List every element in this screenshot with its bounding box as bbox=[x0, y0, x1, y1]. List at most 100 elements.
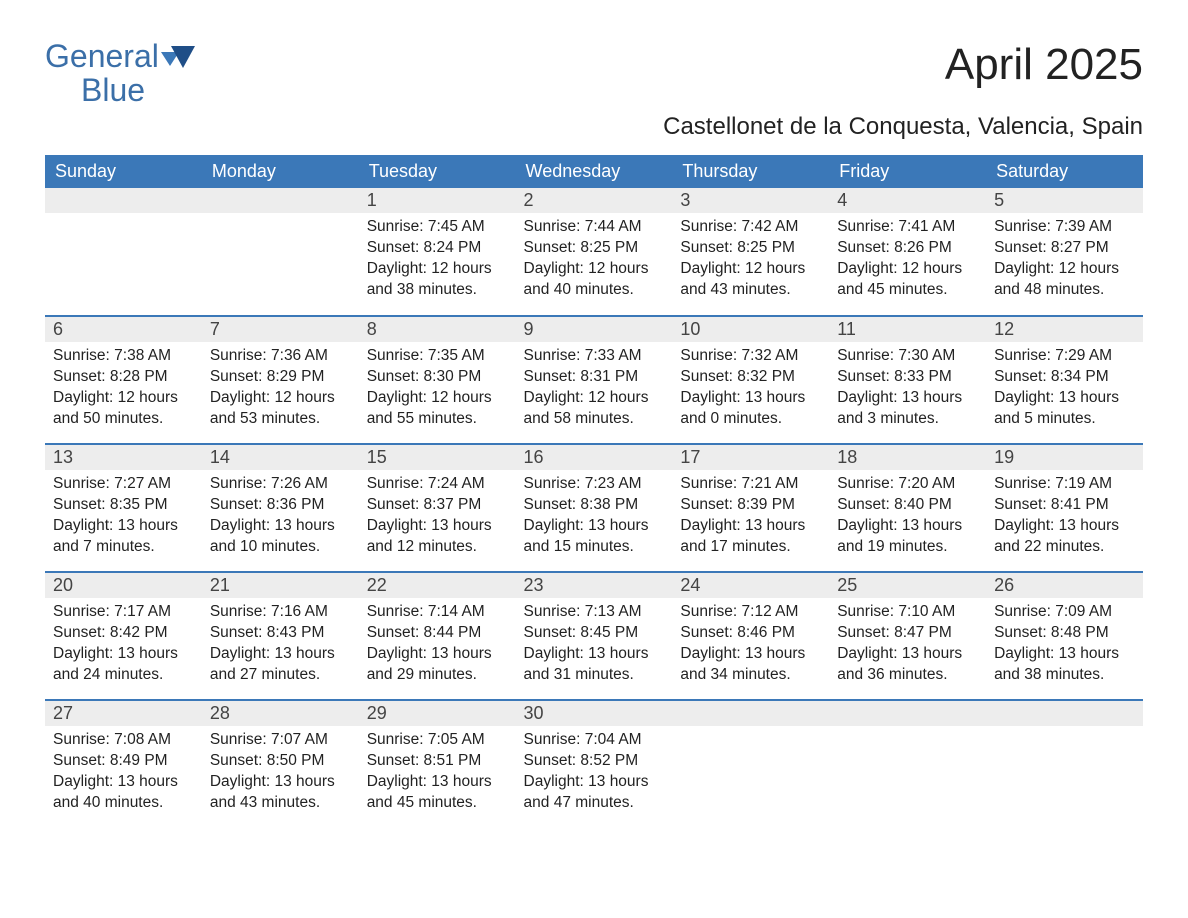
day-number: 6 bbox=[45, 317, 202, 342]
day-number bbox=[45, 188, 202, 213]
day-details: Sunrise: 7:41 AMSunset: 8:26 PMDaylight:… bbox=[829, 213, 986, 311]
calendar-cell: 26Sunrise: 7:09 AMSunset: 8:48 PMDayligh… bbox=[986, 572, 1143, 700]
weekday-header: Tuesday bbox=[359, 155, 516, 188]
day-number: 30 bbox=[516, 701, 673, 726]
day-number: 27 bbox=[45, 701, 202, 726]
day-details: Sunrise: 7:24 AMSunset: 8:37 PMDaylight:… bbox=[359, 470, 516, 568]
calendar-cell: 9Sunrise: 7:33 AMSunset: 8:31 PMDaylight… bbox=[516, 316, 673, 444]
day-details: Sunrise: 7:10 AMSunset: 8:47 PMDaylight:… bbox=[829, 598, 986, 696]
day-number: 9 bbox=[516, 317, 673, 342]
calendar-cell: 3Sunrise: 7:42 AMSunset: 8:25 PMDaylight… bbox=[672, 188, 829, 316]
calendar-cell: 15Sunrise: 7:24 AMSunset: 8:37 PMDayligh… bbox=[359, 444, 516, 572]
weekday-header-row: SundayMondayTuesdayWednesdayThursdayFrid… bbox=[45, 155, 1143, 188]
day-number: 17 bbox=[672, 445, 829, 470]
calendar-cell: 5Sunrise: 7:39 AMSunset: 8:27 PMDaylight… bbox=[986, 188, 1143, 316]
day-details: Sunrise: 7:27 AMSunset: 8:35 PMDaylight:… bbox=[45, 470, 202, 568]
day-details: Sunrise: 7:33 AMSunset: 8:31 PMDaylight:… bbox=[516, 342, 673, 440]
calendar-cell bbox=[45, 188, 202, 316]
calendar-cell: 27Sunrise: 7:08 AMSunset: 8:49 PMDayligh… bbox=[45, 700, 202, 828]
day-details: Sunrise: 7:38 AMSunset: 8:28 PMDaylight:… bbox=[45, 342, 202, 440]
day-number: 18 bbox=[829, 445, 986, 470]
calendar-cell: 17Sunrise: 7:21 AMSunset: 8:39 PMDayligh… bbox=[672, 444, 829, 572]
calendar-cell: 2Sunrise: 7:44 AMSunset: 8:25 PMDaylight… bbox=[516, 188, 673, 316]
day-details: Sunrise: 7:16 AMSunset: 8:43 PMDaylight:… bbox=[202, 598, 359, 696]
day-details: Sunrise: 7:21 AMSunset: 8:39 PMDaylight:… bbox=[672, 470, 829, 568]
day-number: 29 bbox=[359, 701, 516, 726]
day-number: 4 bbox=[829, 188, 986, 213]
calendar-cell: 16Sunrise: 7:23 AMSunset: 8:38 PMDayligh… bbox=[516, 444, 673, 572]
calendar-cell: 30Sunrise: 7:04 AMSunset: 8:52 PMDayligh… bbox=[516, 700, 673, 828]
calendar-cell: 18Sunrise: 7:20 AMSunset: 8:40 PMDayligh… bbox=[829, 444, 986, 572]
day-details bbox=[45, 213, 202, 227]
calendar-cell: 6Sunrise: 7:38 AMSunset: 8:28 PMDaylight… bbox=[45, 316, 202, 444]
brand-line2: Blue bbox=[45, 72, 145, 108]
day-number: 25 bbox=[829, 573, 986, 598]
day-number: 12 bbox=[986, 317, 1143, 342]
day-details: Sunrise: 7:44 AMSunset: 8:25 PMDaylight:… bbox=[516, 213, 673, 311]
calendar-cell: 19Sunrise: 7:19 AMSunset: 8:41 PMDayligh… bbox=[986, 444, 1143, 572]
brand-logo: General Blue bbox=[45, 40, 195, 107]
calendar-cell: 20Sunrise: 7:17 AMSunset: 8:42 PMDayligh… bbox=[45, 572, 202, 700]
brand-text: General Blue bbox=[45, 40, 159, 107]
calendar-cell: 21Sunrise: 7:16 AMSunset: 8:43 PMDayligh… bbox=[202, 572, 359, 700]
day-details: Sunrise: 7:14 AMSunset: 8:44 PMDaylight:… bbox=[359, 598, 516, 696]
day-details: Sunrise: 7:39 AMSunset: 8:27 PMDaylight:… bbox=[986, 213, 1143, 311]
day-details: Sunrise: 7:45 AMSunset: 8:24 PMDaylight:… bbox=[359, 213, 516, 311]
day-number: 14 bbox=[202, 445, 359, 470]
day-number: 16 bbox=[516, 445, 673, 470]
day-number: 19 bbox=[986, 445, 1143, 470]
weekday-header: Sunday bbox=[45, 155, 202, 188]
calendar-cell: 23Sunrise: 7:13 AMSunset: 8:45 PMDayligh… bbox=[516, 572, 673, 700]
day-number: 10 bbox=[672, 317, 829, 342]
day-details: Sunrise: 7:05 AMSunset: 8:51 PMDaylight:… bbox=[359, 726, 516, 824]
calendar-cell: 25Sunrise: 7:10 AMSunset: 8:47 PMDayligh… bbox=[829, 572, 986, 700]
day-details: Sunrise: 7:30 AMSunset: 8:33 PMDaylight:… bbox=[829, 342, 986, 440]
calendar-week: 20Sunrise: 7:17 AMSunset: 8:42 PMDayligh… bbox=[45, 572, 1143, 700]
weekday-header: Thursday bbox=[672, 155, 829, 188]
day-number: 2 bbox=[516, 188, 673, 213]
day-number: 20 bbox=[45, 573, 202, 598]
day-details bbox=[986, 726, 1143, 740]
day-details: Sunrise: 7:13 AMSunset: 8:45 PMDaylight:… bbox=[516, 598, 673, 696]
weekday-header: Monday bbox=[202, 155, 359, 188]
day-number: 21 bbox=[202, 573, 359, 598]
day-number: 8 bbox=[359, 317, 516, 342]
calendar-cell bbox=[202, 188, 359, 316]
calendar-cell bbox=[829, 700, 986, 828]
day-number bbox=[829, 701, 986, 726]
brand-flag-icon bbox=[161, 46, 195, 76]
day-number: 22 bbox=[359, 573, 516, 598]
day-details: Sunrise: 7:04 AMSunset: 8:52 PMDaylight:… bbox=[516, 726, 673, 824]
day-details bbox=[202, 213, 359, 227]
location-subtitle: Castellonet de la Conquesta, Valencia, S… bbox=[45, 113, 1143, 141]
weekday-header: Wednesday bbox=[516, 155, 673, 188]
day-details: Sunrise: 7:29 AMSunset: 8:34 PMDaylight:… bbox=[986, 342, 1143, 440]
day-details: Sunrise: 7:32 AMSunset: 8:32 PMDaylight:… bbox=[672, 342, 829, 440]
calendar-week: 6Sunrise: 7:38 AMSunset: 8:28 PMDaylight… bbox=[45, 316, 1143, 444]
day-number bbox=[202, 188, 359, 213]
day-number: 26 bbox=[986, 573, 1143, 598]
calendar-cell: 29Sunrise: 7:05 AMSunset: 8:51 PMDayligh… bbox=[359, 700, 516, 828]
calendar-cell: 7Sunrise: 7:36 AMSunset: 8:29 PMDaylight… bbox=[202, 316, 359, 444]
day-number: 3 bbox=[672, 188, 829, 213]
day-number: 15 bbox=[359, 445, 516, 470]
day-details: Sunrise: 7:35 AMSunset: 8:30 PMDaylight:… bbox=[359, 342, 516, 440]
day-details: Sunrise: 7:20 AMSunset: 8:40 PMDaylight:… bbox=[829, 470, 986, 568]
day-details: Sunrise: 7:08 AMSunset: 8:49 PMDaylight:… bbox=[45, 726, 202, 824]
calendar-body: 1Sunrise: 7:45 AMSunset: 8:24 PMDaylight… bbox=[45, 188, 1143, 828]
calendar-week: 13Sunrise: 7:27 AMSunset: 8:35 PMDayligh… bbox=[45, 444, 1143, 572]
day-details: Sunrise: 7:26 AMSunset: 8:36 PMDaylight:… bbox=[202, 470, 359, 568]
day-number: 1 bbox=[359, 188, 516, 213]
day-details: Sunrise: 7:17 AMSunset: 8:42 PMDaylight:… bbox=[45, 598, 202, 696]
day-details: Sunrise: 7:09 AMSunset: 8:48 PMDaylight:… bbox=[986, 598, 1143, 696]
calendar-table: SundayMondayTuesdayWednesdayThursdayFrid… bbox=[45, 155, 1143, 828]
day-number bbox=[986, 701, 1143, 726]
calendar-cell bbox=[986, 700, 1143, 828]
day-number: 13 bbox=[45, 445, 202, 470]
day-number: 5 bbox=[986, 188, 1143, 213]
day-number: 23 bbox=[516, 573, 673, 598]
calendar-cell: 28Sunrise: 7:07 AMSunset: 8:50 PMDayligh… bbox=[202, 700, 359, 828]
calendar-cell: 10Sunrise: 7:32 AMSunset: 8:32 PMDayligh… bbox=[672, 316, 829, 444]
day-details: Sunrise: 7:23 AMSunset: 8:38 PMDaylight:… bbox=[516, 470, 673, 568]
calendar-cell bbox=[672, 700, 829, 828]
